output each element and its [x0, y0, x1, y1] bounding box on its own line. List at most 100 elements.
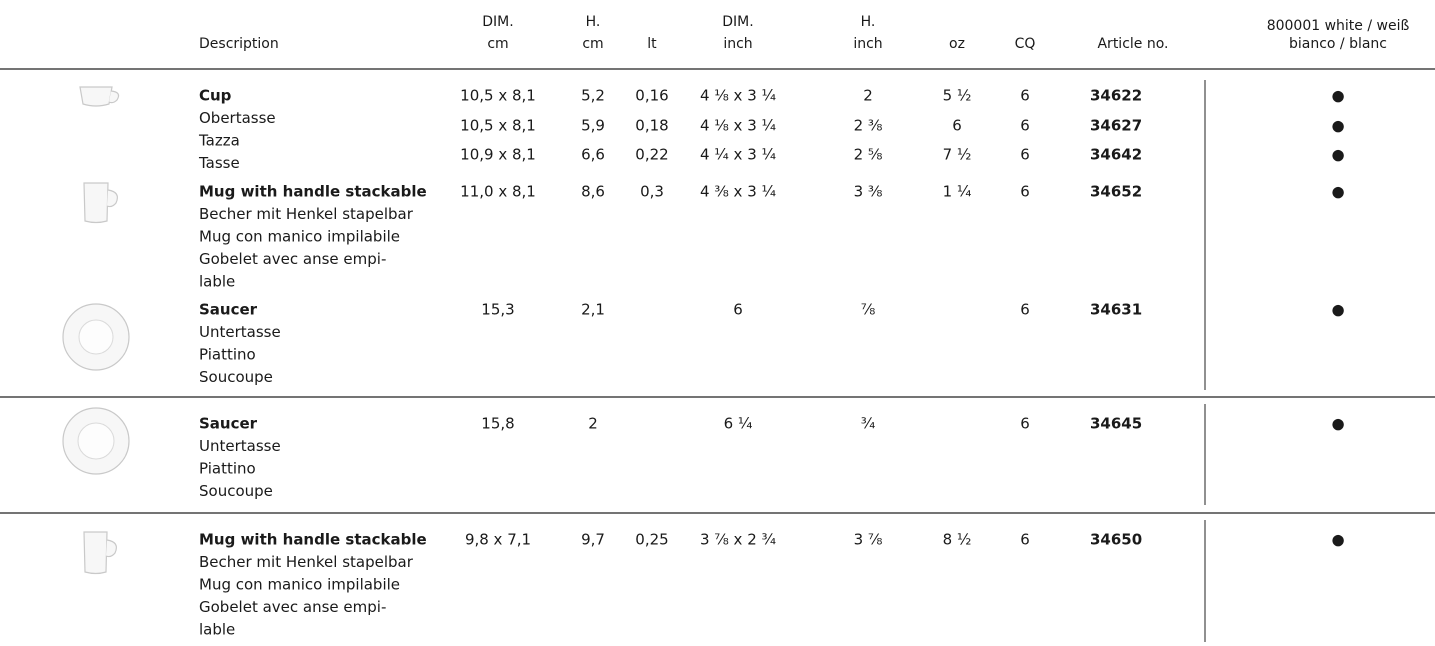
description-line: Untertasse — [199, 437, 281, 455]
cell: 0,25 — [635, 531, 668, 549]
cell: ⅞ — [861, 301, 876, 319]
cell: 34642 — [1090, 146, 1142, 164]
cell: 6 — [1020, 183, 1030, 201]
header-label: H. — [586, 14, 601, 30]
description-line: lable — [199, 621, 235, 639]
description-line: Gobelet avec anse empi- — [199, 250, 386, 268]
cell: 6 — [1020, 531, 1030, 549]
cell: 6 ¼ — [724, 415, 753, 433]
cell: 15,8 — [481, 415, 514, 433]
cell: 34652 — [1090, 183, 1142, 201]
header-label: cm — [487, 36, 508, 52]
cell: 15,3 — [481, 301, 514, 319]
cell: 0,22 — [635, 146, 668, 164]
cell: 34631 — [1090, 301, 1142, 319]
header-label: 800001 white / weiß — [1267, 18, 1410, 34]
cell: 6 — [1020, 146, 1030, 164]
description-line: Becher mit Henkel stapelbar — [199, 553, 414, 571]
header-label: CQ — [1015, 36, 1036, 52]
cell: 6 — [733, 301, 743, 319]
cell: 0,16 — [635, 87, 668, 105]
cell: 1 ¼ — [943, 183, 972, 201]
cell: 0,3 — [640, 183, 664, 201]
description-line: Piattino — [199, 460, 256, 478]
cell: 2 — [588, 415, 598, 433]
description-line: Soucoupe — [199, 368, 273, 386]
description-line: Saucer — [199, 415, 258, 433]
cell: 6 — [952, 117, 962, 135]
availability-dot: ● — [1331, 415, 1344, 433]
cell: ¾ — [861, 415, 876, 433]
availability-dot: ● — [1331, 531, 1344, 549]
mug-image — [83, 531, 117, 575]
description-line: Mug con manico impilabile — [199, 228, 400, 246]
cell: 10,9 x 8,1 — [460, 146, 536, 164]
header-label: DIM. — [482, 14, 513, 30]
cell: 34645 — [1090, 415, 1142, 433]
description-line: Mug con manico impilabile — [199, 576, 400, 594]
description-line: Saucer — [199, 301, 258, 319]
header-label: oz — [949, 36, 965, 52]
availability-dot: ● — [1331, 301, 1344, 319]
header-label: Description — [199, 36, 279, 52]
cell: 7 ½ — [943, 146, 972, 164]
description-line: Obertasse — [199, 109, 276, 127]
cell: 9,7 — [581, 531, 605, 549]
cell: 6 — [1020, 117, 1030, 135]
cell: 0,18 — [635, 117, 668, 135]
description-line: Gobelet avec anse empi- — [199, 598, 386, 616]
cell: 9,8 x 7,1 — [465, 531, 531, 549]
cell: 34650 — [1090, 531, 1142, 549]
description-line: lable — [199, 273, 235, 291]
cell: 4 ⅛ x 3 ¼ — [700, 87, 777, 105]
header-label: H. — [861, 14, 876, 30]
cell: 6,6 — [581, 146, 605, 164]
cell: 4 ¼ x 3 ¼ — [700, 146, 777, 164]
cell: 3 ⅞ x 2 ¾ — [700, 531, 777, 549]
description-line: Tazza — [198, 132, 240, 150]
cell: 2,1 — [581, 301, 605, 319]
description-line: Becher mit Henkel stapelbar — [199, 205, 414, 223]
header-label: inch — [723, 36, 752, 52]
cell: 34622 — [1090, 87, 1142, 105]
description-line: Tasse — [198, 154, 240, 172]
cell: 6 — [1020, 301, 1030, 319]
cell: 4 ⅜ x 3 ¼ — [700, 183, 777, 201]
header-label: lt — [647, 36, 657, 52]
cell: 8 ½ — [943, 531, 972, 549]
saucer-image — [62, 303, 130, 371]
cell: 6 — [1020, 87, 1030, 105]
cell: 5,9 — [581, 117, 605, 135]
description-line: Mug with handle stackable — [199, 531, 427, 549]
cell: 5 ½ — [943, 87, 972, 105]
cell: 11,0 x 8,1 — [460, 183, 536, 201]
availability-dot: ● — [1331, 183, 1344, 201]
availability-dot: ● — [1331, 117, 1344, 135]
availability-dot: ● — [1331, 146, 1344, 164]
description-line: Cup — [199, 87, 232, 105]
cell: 4 ⅛ x 3 ¼ — [700, 117, 777, 135]
cell: 10,5 x 8,1 — [460, 87, 536, 105]
cell: 34627 — [1090, 117, 1142, 135]
cell: 8,6 — [581, 183, 605, 201]
header-label: bianco / blanc — [1289, 36, 1387, 52]
header-label: inch — [853, 36, 882, 52]
cell: 10,5 x 8,1 — [460, 117, 536, 135]
description-line: Untertasse — [199, 323, 281, 341]
header-label: cm — [582, 36, 603, 52]
availability-dot: ● — [1331, 87, 1344, 105]
description-line: Piattino — [199, 346, 256, 364]
description-line: Mug with handle stackable — [199, 183, 427, 201]
header-label: Article no. — [1097, 36, 1168, 52]
cell: 2 ⅝ — [854, 146, 883, 164]
cell: 5,2 — [581, 87, 605, 105]
cell: 3 ⅜ — [854, 183, 883, 201]
cell: 2 ⅜ — [854, 117, 883, 135]
cell: 6 — [1020, 415, 1030, 433]
mug-image — [83, 182, 118, 224]
cell: 2 — [863, 87, 873, 105]
saucer-image — [62, 407, 130, 475]
description-line: Soucoupe — [199, 482, 273, 500]
cell: 3 ⅞ — [854, 531, 883, 549]
